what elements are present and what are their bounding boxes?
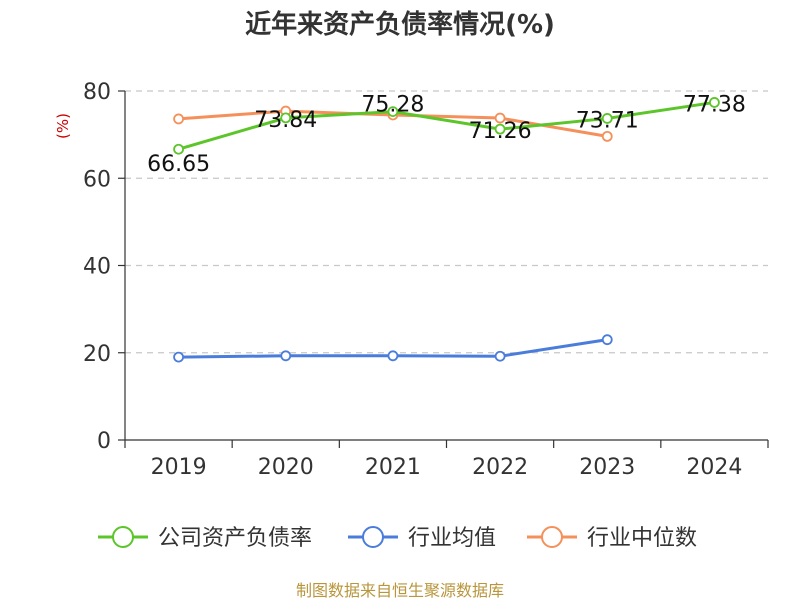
- legend-label: 行业均值: [408, 526, 496, 551]
- data-point: [387, 106, 399, 117]
- x-tick-label: 2023: [579, 455, 635, 480]
- data-point: [387, 350, 399, 362]
- data-label: 71.26: [469, 119, 532, 144]
- legend-label: 公司资产负债率: [158, 526, 312, 551]
- y-tick-label: 80: [83, 80, 111, 105]
- data-point: [494, 112, 506, 124]
- legend: 公司资产负债率 行业均值 行业中位数: [98, 526, 697, 551]
- data-label: 75.28: [361, 93, 424, 118]
- legend-marker: [112, 526, 134, 548]
- chart-title: 近年来资产负债率情况(%): [245, 9, 555, 40]
- data-label: 73.71: [576, 108, 639, 133]
- data-label: 66.65: [147, 152, 210, 177]
- data-point: [601, 113, 613, 124]
- x-tick-label: 2020: [258, 455, 314, 480]
- x-tick-label: 2022: [472, 455, 528, 480]
- data-labels: 66.65 73.84 75.28 71.26 73.71 77.38: [147, 92, 746, 177]
- legend-item-2: 行业中位数: [527, 526, 697, 551]
- data-point: [280, 112, 292, 124]
- y-tick-label: 20: [83, 342, 111, 367]
- series-1: [173, 334, 613, 363]
- y-tick-label: 0: [97, 429, 111, 454]
- y-axis-unit-label: (%): [54, 113, 72, 139]
- series-0: [173, 97, 720, 155]
- data-point: [173, 143, 184, 155]
- series-lines: [173, 97, 720, 363]
- legend-label: 行业中位数: [587, 526, 697, 551]
- data-point: [601, 334, 613, 346]
- axes: 0 20 40 60 80 2019 2020 2021 2022 2023 2024: [83, 80, 769, 480]
- legend-item-0: 公司资产负债率: [98, 526, 312, 551]
- data-point: [173, 351, 184, 363]
- legend-item-1: 行业均值: [348, 526, 496, 551]
- series-line: [178, 100, 715, 151]
- y-tick-label: 40: [83, 255, 111, 280]
- data-point: [173, 113, 184, 125]
- x-tick-label: 2019: [151, 455, 207, 480]
- data-label: 73.84: [254, 108, 317, 133]
- source-note: 制图数据来自恒生聚源数据库: [296, 581, 504, 600]
- data-point: [494, 123, 506, 135]
- data-point: [709, 97, 720, 108]
- y-tick-label: 60: [83, 167, 111, 192]
- data-point: [601, 130, 613, 142]
- data-label: 77.38: [683, 92, 746, 117]
- data-point: [494, 350, 506, 362]
- grid-lines: [125, 90, 768, 354]
- x-tick-label: 2024: [686, 455, 742, 480]
- legend-marker: [541, 526, 563, 548]
- legend-marker: [362, 526, 384, 548]
- x-tick-label: 2021: [365, 455, 421, 480]
- data-point: [280, 350, 292, 362]
